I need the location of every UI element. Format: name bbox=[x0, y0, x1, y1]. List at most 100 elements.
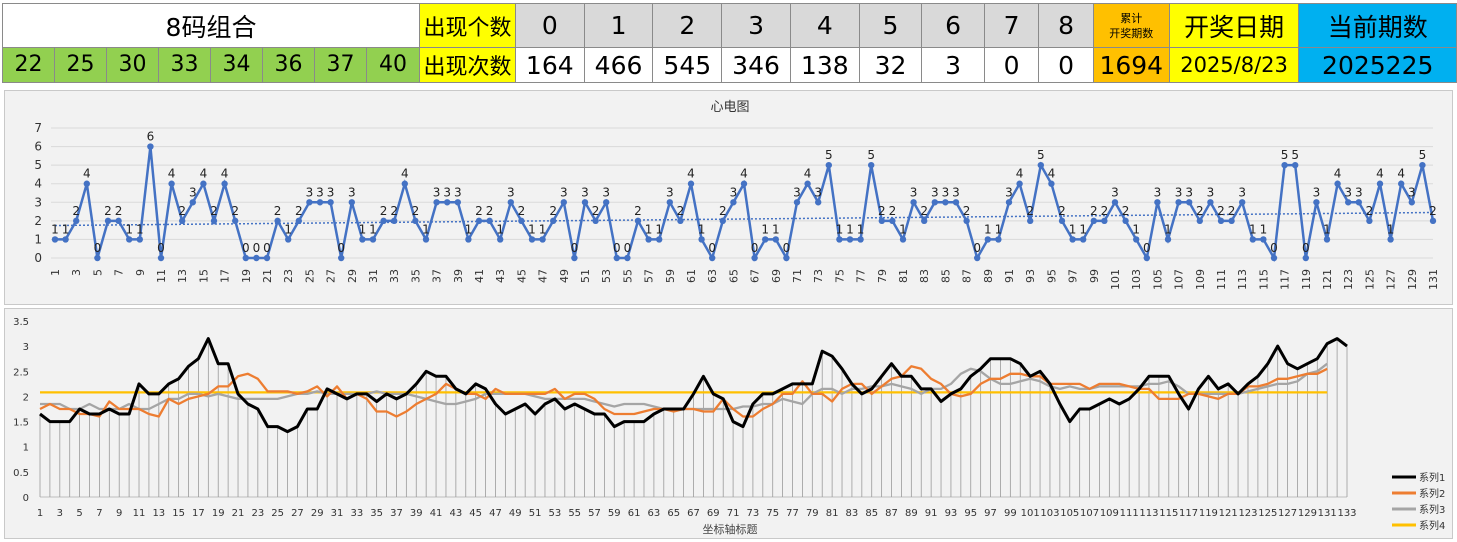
data-label: 1 bbox=[136, 222, 144, 236]
x-tick-label: 49 bbox=[509, 508, 522, 519]
y-tick-label: 7 bbox=[34, 121, 42, 135]
data-label: 3 bbox=[581, 185, 589, 199]
data-point bbox=[359, 236, 366, 243]
data-point bbox=[518, 217, 525, 225]
count-header-0: 0 bbox=[514, 3, 585, 48]
x-tick-label: 85 bbox=[865, 508, 878, 519]
x-tick-label: 115 bbox=[1257, 269, 1270, 290]
data-label: 0 bbox=[783, 241, 791, 255]
x-tick-label: 79 bbox=[876, 269, 889, 283]
data-point bbox=[136, 236, 143, 243]
data-point bbox=[581, 199, 589, 206]
total-periods-value: 1694 bbox=[1092, 47, 1170, 83]
data-point bbox=[115, 217, 122, 225]
total-periods-label: 累计 开奖期数 bbox=[1092, 3, 1170, 48]
data-point bbox=[189, 199, 196, 206]
data-point bbox=[1080, 236, 1087, 243]
data-label: 1 bbox=[698, 222, 706, 236]
stats-header-table: 8码组合 出现个数 0 1 2 3 4 5 6 7 8 累计 开奖期数 开奖日期 … bbox=[2, 3, 1457, 83]
data-point bbox=[179, 217, 186, 225]
x-tick-label: 127 bbox=[1385, 269, 1398, 290]
y-tick-label: 1.5 bbox=[13, 418, 29, 429]
data-label: 3 bbox=[1238, 185, 1246, 199]
x-tick-label: 17 bbox=[192, 508, 205, 519]
data-point bbox=[730, 199, 737, 206]
data-point bbox=[1048, 180, 1055, 187]
x-tick-label: 13 bbox=[176, 269, 189, 283]
data-point bbox=[1376, 180, 1384, 187]
data-point bbox=[401, 180, 408, 187]
data-label: 0 bbox=[94, 241, 102, 255]
x-tick-label: 57 bbox=[588, 508, 601, 519]
data-label: 5 bbox=[1291, 148, 1299, 162]
times-label: 出现次数 bbox=[419, 47, 516, 83]
data-point bbox=[1122, 217, 1129, 225]
x-tick-label: 9 bbox=[134, 269, 147, 276]
times-value-5: 32 bbox=[858, 47, 923, 83]
data-point bbox=[687, 180, 695, 187]
moving-average-chart: 00.511.522.533.5 1 3 5 7 9 11 13 15 17 19 21 23 25 27… bbox=[13, 317, 1445, 536]
data-point bbox=[263, 254, 271, 262]
y-tick-label: 0 bbox=[34, 251, 42, 265]
x-tick-label: 3 bbox=[70, 269, 83, 276]
data-point bbox=[1292, 161, 1299, 169]
times-value-1: 466 bbox=[583, 47, 654, 83]
x-tick-label: 93 bbox=[1024, 269, 1037, 283]
x-tick-label: 97 bbox=[1067, 269, 1080, 283]
data-point bbox=[369, 236, 377, 243]
data-point bbox=[666, 199, 673, 206]
data-label: 3 bbox=[560, 185, 568, 199]
data-point bbox=[1069, 236, 1076, 243]
data-point bbox=[200, 180, 207, 187]
x-tick-label: 117 bbox=[1279, 269, 1292, 290]
data-label: 2 bbox=[486, 204, 494, 218]
data-point bbox=[1260, 236, 1267, 243]
data-label: 1 bbox=[836, 222, 844, 236]
x-tick-label: 33 bbox=[350, 508, 363, 519]
data-label: 0 bbox=[571, 241, 579, 255]
data-point bbox=[624, 254, 631, 262]
x-tick-label: 7 bbox=[96, 508, 102, 519]
data-point bbox=[274, 217, 281, 225]
data-label: 2 bbox=[920, 204, 928, 218]
times-value-0: 164 bbox=[514, 47, 585, 83]
data-point bbox=[804, 180, 811, 187]
x-tick-label: 45 bbox=[515, 269, 528, 283]
data-label: 2 bbox=[475, 204, 483, 218]
data-label: 2 bbox=[380, 204, 388, 218]
data-label: 5 bbox=[867, 148, 875, 162]
data-label: 3 bbox=[189, 185, 197, 199]
data-label: 0 bbox=[708, 241, 716, 255]
x-tick-label: 85 bbox=[939, 269, 952, 283]
data-label: 0 bbox=[613, 241, 621, 255]
data-label: 3 bbox=[433, 185, 441, 199]
legend-label: 系列2 bbox=[1419, 487, 1445, 500]
x-tick-label: 19 bbox=[212, 508, 225, 519]
y-tick-label: 3.5 bbox=[13, 317, 29, 328]
data-label: 1 bbox=[857, 222, 865, 236]
data-point bbox=[1090, 217, 1098, 225]
data-label: 4 bbox=[1016, 167, 1024, 181]
x-tick-label: 105 bbox=[1151, 269, 1164, 290]
data-point bbox=[1133, 236, 1140, 243]
x-tick-label: 127 bbox=[1278, 508, 1297, 519]
data-point bbox=[126, 236, 133, 243]
data-label: 0 bbox=[973, 241, 981, 255]
x-tick-label: 111 bbox=[1215, 269, 1228, 290]
combo-number-2: 25 bbox=[55, 48, 107, 82]
data-point bbox=[974, 254, 981, 262]
data-label: 1 bbox=[655, 222, 663, 236]
data-point bbox=[157, 254, 165, 262]
data-label: 4 bbox=[200, 167, 208, 181]
data-point bbox=[921, 217, 928, 225]
data-label: 3 bbox=[1313, 185, 1321, 199]
data-label: 2 bbox=[1101, 204, 1109, 218]
data-label: 5 bbox=[825, 148, 833, 162]
data-point bbox=[1016, 180, 1023, 187]
data-label: 1 bbox=[846, 222, 854, 236]
data-label: 1 bbox=[645, 222, 653, 236]
x-tick-label: 25 bbox=[271, 508, 284, 519]
x-tick-label: 21 bbox=[232, 508, 245, 519]
x-tick-label: 41 bbox=[430, 508, 443, 519]
